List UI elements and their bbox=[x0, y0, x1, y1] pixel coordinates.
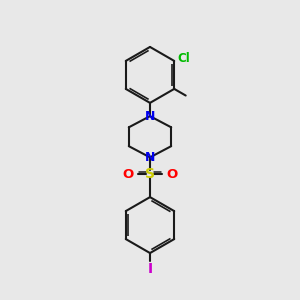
Text: N: N bbox=[145, 151, 155, 164]
Text: Cl: Cl bbox=[178, 52, 190, 65]
Text: N: N bbox=[145, 110, 155, 123]
Text: O: O bbox=[166, 168, 177, 181]
Text: O: O bbox=[123, 168, 134, 181]
Text: S: S bbox=[145, 167, 155, 181]
Text: I: I bbox=[147, 262, 153, 277]
